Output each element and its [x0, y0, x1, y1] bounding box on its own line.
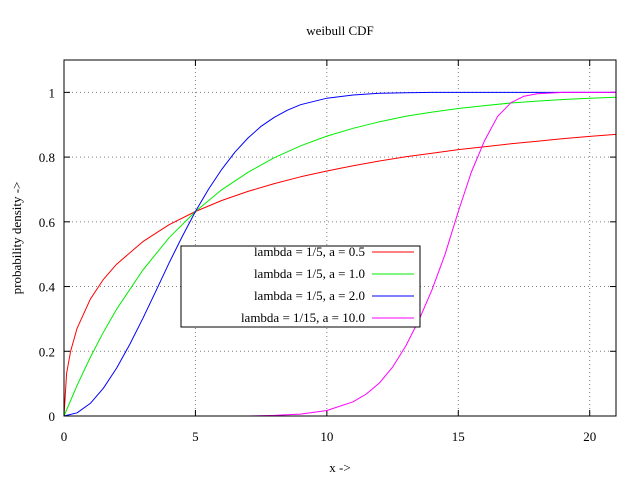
x-tick-label: 10	[320, 429, 333, 444]
y-tick-label: 0.6	[39, 215, 56, 230]
series-line-3	[63, 91, 616, 417]
x-tick-label: 0	[61, 429, 68, 444]
y-tick-label: 0	[49, 409, 56, 424]
legend: lambda = 1/5, a = 0.5 lambda = 1/5, a = 1…	[180, 244, 421, 328]
legend-label-4: lambda = 1/15, a = 10.0	[241, 310, 365, 325]
y-tick-label: 1	[49, 85, 56, 100]
series-line-2	[63, 96, 617, 417]
x-tick-label: 15	[452, 429, 465, 444]
series-line-1	[63, 133, 617, 417]
x-tick-label: 20	[583, 429, 596, 444]
plot-frame	[63, 59, 617, 417]
legend-label-2: lambda = 1/5, a = 1.0	[254, 266, 365, 281]
series-line-4	[247, 91, 616, 417]
x-tick-label: 5	[192, 429, 199, 444]
y-tick-label: 0.2	[39, 344, 55, 359]
legend-box	[180, 245, 421, 328]
legend-label-1: lambda = 1/5, a = 0.5	[254, 244, 365, 259]
x-axis-label: x ->	[329, 460, 350, 475]
y-axis-label: probability density ->	[9, 182, 24, 295]
series-lines	[63, 91, 617, 417]
grid-lines	[64, 60, 616, 416]
y-tick-label: 0.4	[39, 280, 56, 295]
chart-title: weibull CDF	[306, 23, 374, 38]
y-tick-label: 0.8	[39, 150, 55, 165]
legend-label-3: lambda = 1/5, a = 2.0	[254, 288, 365, 303]
